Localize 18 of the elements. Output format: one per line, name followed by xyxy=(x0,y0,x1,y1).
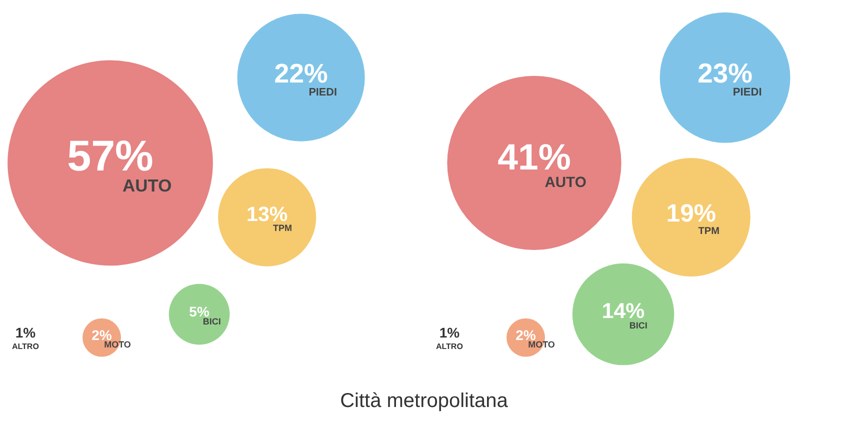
category-label: BICI xyxy=(202,316,221,326)
data-label: 19% xyxy=(666,200,716,228)
data-label: 22% xyxy=(274,58,328,88)
category-label: TPM xyxy=(698,226,720,237)
data-label: 23% xyxy=(698,57,752,88)
data-label: 13% xyxy=(246,202,288,226)
data-label: 14% xyxy=(602,299,645,324)
data-label: 1% xyxy=(15,324,36,340)
data-label: 1% xyxy=(439,324,460,340)
data-label: 41% xyxy=(498,136,571,178)
category-label: PIEDI xyxy=(732,86,762,99)
category-label: PIEDI xyxy=(308,86,337,98)
category-label: BICI xyxy=(629,320,648,331)
category-label: AUTO xyxy=(544,175,586,192)
category-label: ALTRO xyxy=(436,342,463,351)
category-label: TPM xyxy=(273,223,292,234)
text: Città metropolitana xyxy=(339,390,509,413)
category-label: ALTRO xyxy=(12,342,39,351)
